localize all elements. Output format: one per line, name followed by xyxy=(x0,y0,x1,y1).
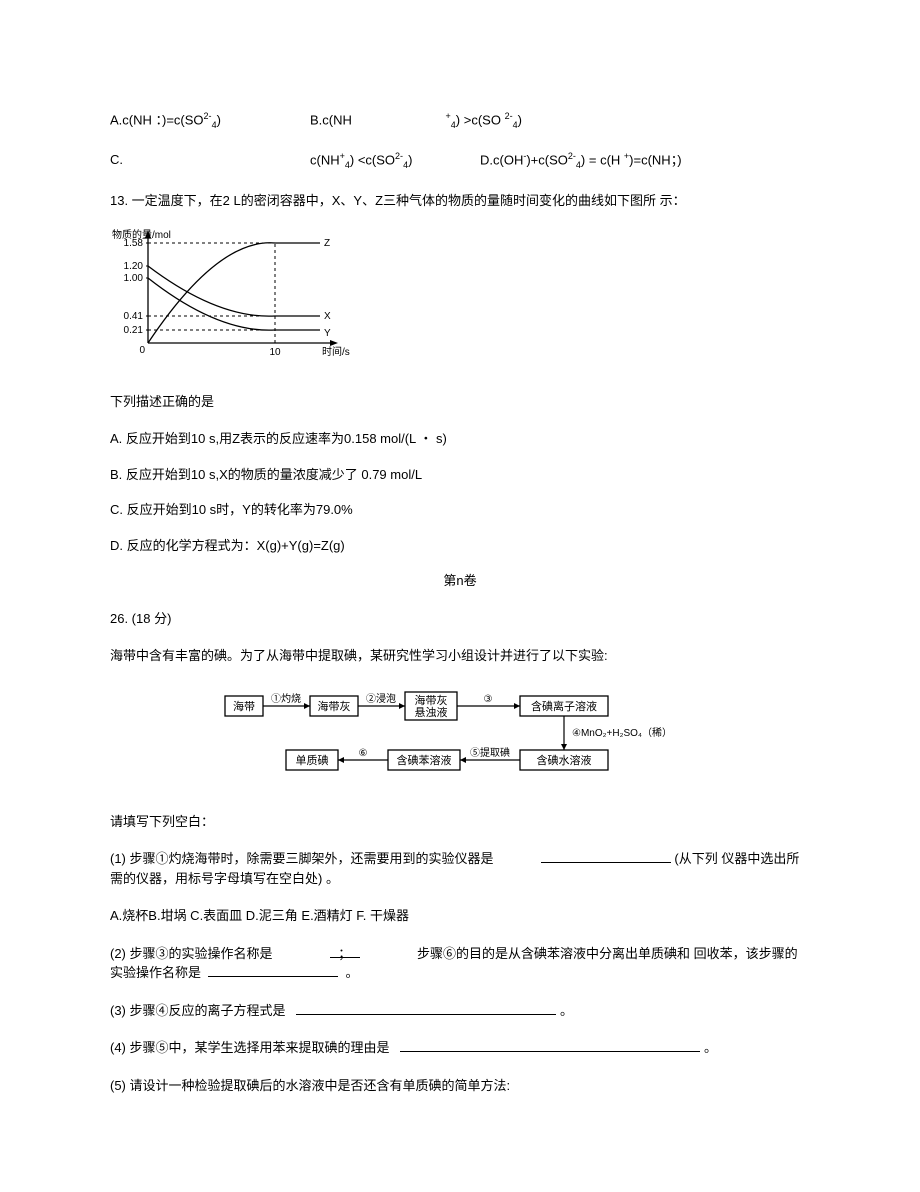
svg-text:0.21: 0.21 xyxy=(124,325,144,336)
svg-text:X: X xyxy=(324,311,331,322)
svg-text:0.41: 0.41 xyxy=(124,311,144,322)
svg-text:④MnO₂+H₂SO₄（稀）: ④MnO₂+H₂SO₄（稀） xyxy=(572,726,672,739)
svg-text:时间/s: 时间/s xyxy=(322,345,350,358)
q13-options: A. 反应开始到10 s,用Z表示的反应速率为0.158 mol/(L ・ s)… xyxy=(110,429,810,555)
svg-text:Z: Z xyxy=(324,238,330,249)
text: D.c(OH xyxy=(480,153,523,168)
text: (3) 步骤④反应的离子方程式是 xyxy=(110,1003,286,1018)
svg-text:⑤提取碘: ⑤提取碘 xyxy=(470,746,510,759)
text: (4) 步骤⑤中，某学生选择用苯来提取碘的理由是 xyxy=(110,1040,390,1055)
svg-text:①灼烧: ①灼烧 xyxy=(271,692,301,705)
svg-text:②浸泡: ②浸泡 xyxy=(366,692,396,705)
q26-p5: (5) 请设计一种检验提取碘后的水溶液中是否还含有单质碘的简单方法: xyxy=(110,1076,810,1096)
q26-p4: (4) 步骤⑤中，某学生选择用苯来提取碘的理由是 。 xyxy=(110,1038,810,1058)
opt-d: D.c(OH-)+c(SO2-4) = c(H +)=c(NH；) xyxy=(480,150,682,172)
q13-opt-b: B. 反应开始到10 s,X的物质的量浓度减少了 0.79 mol/L xyxy=(110,465,810,485)
opt-c-label: C. xyxy=(110,150,310,172)
q26-intro: 海带中含有丰富的碘。为了从海带中提取碘，某研究性学习小组设计并进行了以下实验: xyxy=(110,646,810,666)
q26-fill-prompt: 请填写下列空白： xyxy=(110,812,810,832)
svg-text:1.00: 1.00 xyxy=(124,273,144,284)
sup: 2- xyxy=(395,151,403,161)
sup: 2- xyxy=(204,111,212,121)
sup: 2- xyxy=(568,151,576,161)
text: )=c(NH；) xyxy=(629,153,681,168)
q13-opt-c: C. 反应开始到10 s时，Y的转化率为79.0% xyxy=(110,500,810,520)
svg-text:含碘水溶液: 含碘水溶液 xyxy=(537,753,592,767)
q26-p1-opts: A.烧杯B.坩埚 C.表面皿 D.泥三角 E.酒精灯 F. 干燥器 xyxy=(110,906,810,926)
q12-options: A.c(NH ：)=c(SO2-4) B.c(NH +4) >c(SO 2-4) xyxy=(110,110,810,132)
text: A.c(NH ：)=c(SO xyxy=(110,112,204,127)
svg-text:0: 0 xyxy=(139,345,145,356)
blank-field[interactable] xyxy=(296,1001,556,1015)
text: (1) 步骤①灼烧海带时，除需要三脚架外，还需要用到的实验仪器是 xyxy=(110,851,494,866)
text: ) = c(H xyxy=(581,153,624,168)
text: ) >c(SO xyxy=(456,112,505,127)
svg-text:含碘苯溶液: 含碘苯溶液 xyxy=(397,753,452,767)
blank-field[interactable] xyxy=(541,849,671,863)
q13-opt-d: D. 反应的化学方程式为：X(g)+Y(g)=Z(g) xyxy=(110,536,810,556)
text: ) xyxy=(408,153,412,168)
q13-prompt: 下列描述正确的是 xyxy=(110,392,810,412)
text: ) <c(SO xyxy=(350,153,395,168)
svg-text:海带: 海带 xyxy=(233,699,255,713)
text: B.c(NH xyxy=(310,112,352,127)
svg-text:物质的量/mol: 物质的量/mol xyxy=(112,228,171,241)
section-title: 第n卷 xyxy=(110,571,810,591)
text: )+c(SO xyxy=(526,153,568,168)
blank-field[interactable] xyxy=(208,963,338,977)
svg-text:单质碘: 单质碘 xyxy=(296,754,329,767)
svg-text:含碘离子溶液: 含碘离子溶液 xyxy=(531,699,597,713)
q13-opt-a: A. 反应开始到10 s,用Z表示的反应速率为0.158 mol/(L ・ s) xyxy=(110,429,810,449)
text: 。 xyxy=(704,1040,717,1055)
text: ) xyxy=(217,112,221,127)
blank-field[interactable]: ； xyxy=(330,944,360,958)
svg-text:海带灰: 海带灰 xyxy=(318,699,351,713)
text: c(NH xyxy=(310,153,340,168)
svg-text:10: 10 xyxy=(269,347,281,358)
q26-p3: (3) 步骤④反应的离子方程式是 。 xyxy=(110,1001,810,1021)
q26-p2: (2) 步骤③的实验操作名称是 ； 步骤⑥的目的是从含碘苯溶液中分离出单质碘和 … xyxy=(110,944,810,983)
q26-p1: (1) 步骤①灼烧海带时，除需要三脚架外，还需要用到的实验仪器是 (从下列 仪器… xyxy=(110,849,810,888)
svg-text:1.20: 1.20 xyxy=(124,261,144,272)
sup: 2- xyxy=(505,111,513,121)
opt-b: B.c(NH +4) >c(SO 2-4) xyxy=(310,110,590,132)
q13-chart: 0.210.411.001.201.58010物质的量/mol时间/sZXY xyxy=(110,228,810,374)
text: 。 xyxy=(345,965,358,980)
svg-text:⑥: ⑥ xyxy=(359,748,368,759)
q12-options-2: C. c(NH+4) <c(SO2-4) D.c(OH-)+c(SO2-4) =… xyxy=(110,150,810,172)
blank-field[interactable] xyxy=(400,1038,700,1052)
svg-text:悬浊液: 悬浊液 xyxy=(415,705,448,719)
svg-text:海带灰: 海带灰 xyxy=(415,693,448,707)
opt-a: A.c(NH ：)=c(SO2-4) xyxy=(110,110,310,132)
text: (2) 步骤③的实验操作名称是 xyxy=(110,946,273,961)
svg-text:③: ③ xyxy=(484,694,493,705)
q13-stem: 13. 一定温度下，在2 L的密闭容器中，X、Y、Z三种气体的物质的量随时间变化… xyxy=(110,191,810,211)
text: ) xyxy=(518,112,522,127)
svg-text:Y: Y xyxy=(324,328,331,339)
text: 。 xyxy=(560,1003,573,1018)
q26-flowchart: 海带①灼烧海带灰②浸泡海带灰悬浊液③含碘离子溶液④MnO₂+H₂SO₄（稀）含碘… xyxy=(110,684,810,794)
opt-c: c(NH+4) <c(SO2-4) xyxy=(310,150,480,172)
q26-header: 26. (18 分) xyxy=(110,609,810,629)
